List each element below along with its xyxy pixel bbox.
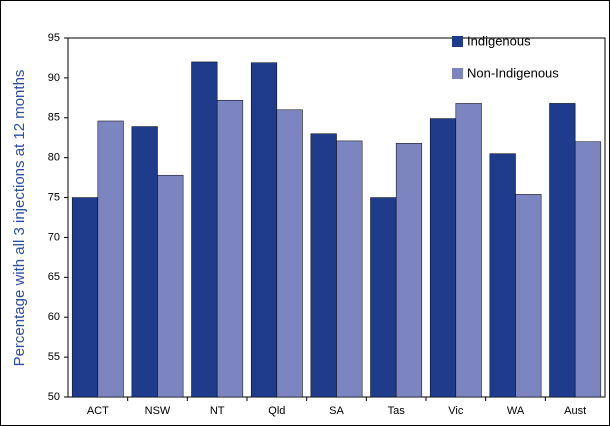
y-axis-label: Percentage with all 3 injections at 12 m… bbox=[11, 70, 28, 367]
bar bbox=[574, 141, 602, 398]
bar bbox=[191, 61, 218, 398]
bar bbox=[310, 133, 337, 398]
bar bbox=[250, 62, 278, 398]
x-tick-label: Qld bbox=[268, 405, 285, 417]
y-tick-label: 60 bbox=[48, 311, 60, 323]
y-tick-label: 70 bbox=[48, 231, 60, 243]
bar bbox=[455, 103, 482, 398]
x-tick-label: NT bbox=[210, 405, 225, 417]
bar bbox=[515, 194, 542, 398]
bar bbox=[71, 197, 99, 398]
y-tick-label: 75 bbox=[48, 191, 60, 203]
bar bbox=[370, 197, 397, 398]
bar bbox=[157, 174, 184, 398]
legend-swatch bbox=[452, 36, 463, 47]
legend-swatch bbox=[452, 68, 463, 79]
x-tick-label: SA bbox=[329, 405, 344, 417]
x-tick-label: NSW bbox=[145, 405, 171, 417]
legend-label: Non-Indigenous bbox=[467, 65, 559, 80]
y-tick-label: 55 bbox=[48, 351, 60, 363]
y-tick-label: 90 bbox=[48, 72, 60, 84]
y-tick-label: 80 bbox=[48, 152, 60, 164]
bar bbox=[336, 140, 363, 398]
x-tick-label: ACT bbox=[87, 405, 109, 417]
bar bbox=[131, 126, 158, 398]
bar bbox=[97, 120, 124, 398]
x-tick-label: Vic bbox=[448, 405, 464, 417]
y-tick-label: 95 bbox=[48, 32, 60, 44]
y-tick-label: 65 bbox=[48, 271, 60, 283]
bar bbox=[395, 143, 423, 398]
y-tick-label: 50 bbox=[48, 391, 60, 403]
legend-label: Indigenous bbox=[467, 33, 531, 48]
x-tick-label: WA bbox=[507, 405, 525, 417]
bar bbox=[216, 99, 244, 398]
bar bbox=[489, 153, 516, 398]
y-tick-label: 85 bbox=[48, 112, 60, 124]
bar bbox=[429, 118, 457, 398]
x-tick-label: Aust bbox=[564, 405, 586, 417]
x-tick-label: Tas bbox=[388, 405, 406, 417]
bar bbox=[276, 109, 303, 398]
bar bbox=[549, 103, 576, 398]
